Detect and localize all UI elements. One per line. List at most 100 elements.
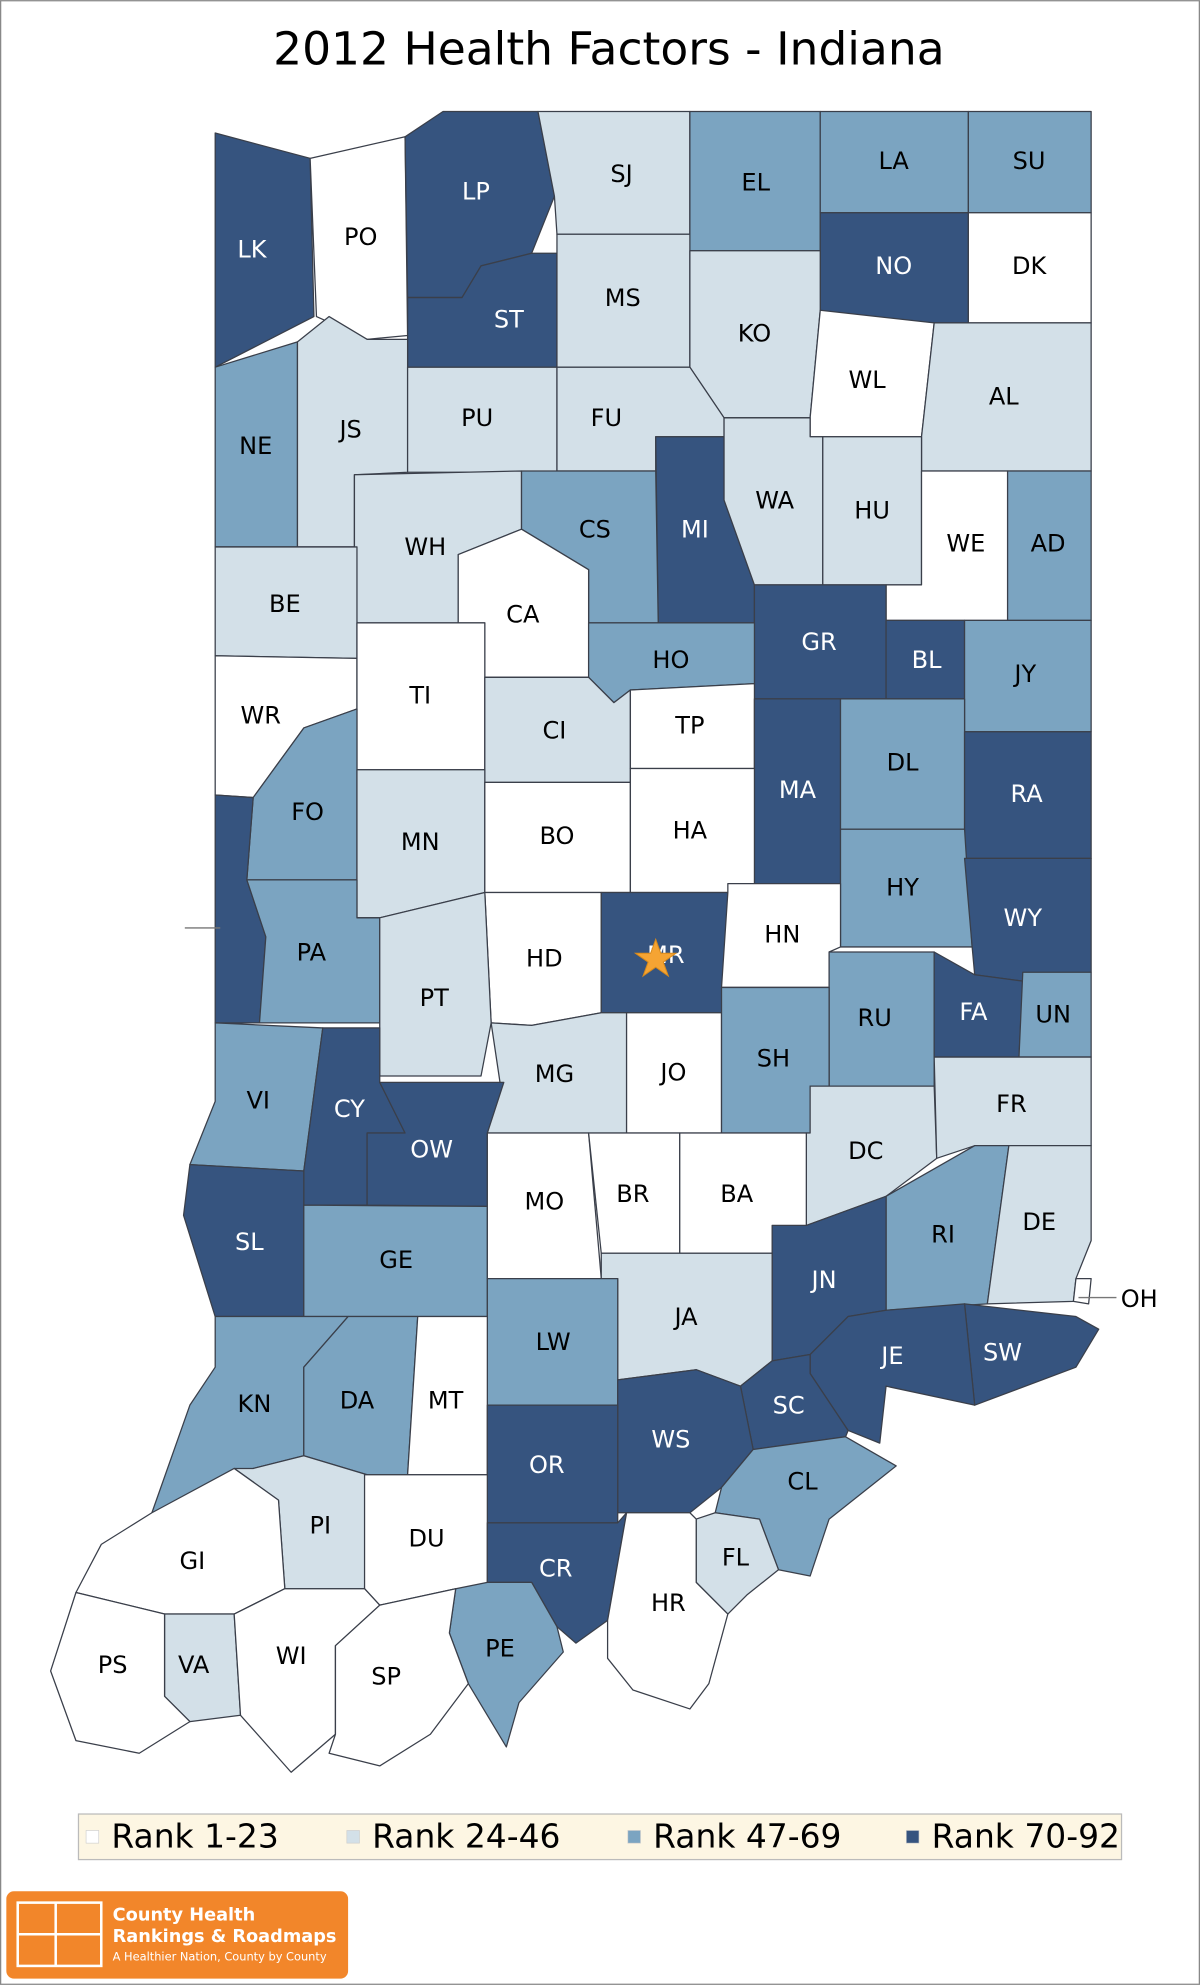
- logo-background: [6, 1891, 349, 1979]
- county-label: RI: [931, 1221, 955, 1249]
- county-label: KN: [238, 1390, 272, 1418]
- legend-swatch: [906, 1830, 920, 1844]
- county-label: PS: [98, 1651, 128, 1679]
- county-label: JS: [337, 415, 361, 443]
- county-label: CI: [542, 717, 566, 745]
- county-label: CR: [539, 1555, 573, 1583]
- county-label: AD: [1031, 529, 1066, 557]
- county-label: FO: [291, 798, 324, 826]
- county-label: VE: [146, 915, 178, 943]
- county: [606, 1512, 729, 1710]
- county-label: GE: [379, 1246, 413, 1274]
- county-label: SC: [773, 1391, 805, 1419]
- county-label: MO: [524, 1188, 564, 1216]
- county-label: SL: [235, 1228, 264, 1256]
- county-label: WH: [404, 533, 446, 561]
- legend-swatch: [627, 1830, 641, 1844]
- county-label: ST: [494, 305, 524, 333]
- county-layer: [50, 110, 1100, 1773]
- county-label: FU: [591, 404, 622, 432]
- logo-text: County Health: [113, 1905, 256, 1925]
- county-label: HD: [526, 945, 563, 973]
- county-label: VA: [178, 1651, 210, 1679]
- county-label: WI: [276, 1642, 307, 1670]
- county: [50, 1591, 191, 1754]
- county-label: MN: [401, 828, 440, 856]
- county-label: JO: [658, 1059, 686, 1087]
- county-label: JY: [1012, 660, 1036, 688]
- county-label: PO: [344, 223, 377, 251]
- county-label: HR: [651, 1589, 686, 1617]
- county-label: CA: [506, 600, 540, 628]
- county-label: LA: [878, 147, 909, 175]
- county-label: JA: [673, 1303, 699, 1331]
- county-label: EL: [741, 169, 770, 197]
- map-title: 2012 Health Factors - Indiana: [273, 22, 945, 75]
- county-label: UN: [1035, 1000, 1071, 1028]
- county-label: SU: [1013, 147, 1046, 175]
- county: [714, 1436, 897, 1577]
- county-label: RA: [1010, 780, 1043, 808]
- county-label: AL: [989, 383, 1019, 411]
- county: [328, 1588, 469, 1767]
- county-label: DE: [1022, 1208, 1056, 1236]
- legend-label: Rank 47-69: [653, 1817, 841, 1856]
- county-label: NE: [239, 432, 272, 460]
- county-label: BO: [539, 822, 574, 850]
- county: [214, 132, 315, 368]
- county-label: MA: [779, 776, 817, 804]
- legend-box: [77, 1813, 1123, 1861]
- county-label: MG: [535, 1060, 574, 1088]
- county-label: HN: [764, 921, 800, 949]
- county-label: WE: [946, 529, 985, 557]
- county-label: NO: [875, 252, 912, 280]
- county-label: BR: [616, 1180, 649, 1208]
- county-label: PA: [297, 938, 327, 966]
- county-label: WA: [755, 486, 794, 514]
- county-label: HA: [673, 817, 708, 845]
- county-label: JE: [879, 1342, 903, 1370]
- county-label: PE: [485, 1634, 515, 1662]
- label-layer: LK PO LP ST SJ EL LA SU NO DK MS KO WL AL NE JS PU FU MI WA…: [98, 147, 1158, 1690]
- county-label: RU: [858, 1004, 892, 1032]
- county-label: JN: [810, 1266, 837, 1294]
- county-label: WY: [1004, 904, 1043, 932]
- county-label: BE: [269, 590, 301, 618]
- county-label: OW: [410, 1136, 453, 1164]
- county-label: GR: [801, 628, 837, 656]
- county-label: HO: [652, 646, 689, 674]
- county-label: BA: [720, 1180, 753, 1208]
- county-label: LP: [462, 177, 490, 205]
- county-label: OR: [529, 1451, 565, 1479]
- county-label: SJ: [610, 160, 632, 188]
- county-label: HU: [854, 496, 890, 524]
- county-label: FR: [996, 1090, 1027, 1118]
- county-label: PI: [309, 1512, 331, 1540]
- logo: County Health Rankings & Roadmaps A Heal…: [6, 1891, 349, 1979]
- county-label: DU: [409, 1524, 445, 1552]
- legend: Rank 1-23 Rank 24-46 Rank 47-69 Rank 70-92: [85, 1817, 1120, 1856]
- legend-swatch: [85, 1830, 100, 1844]
- county-label: GI: [180, 1547, 206, 1575]
- county-label: SH: [757, 1045, 790, 1073]
- county-label: WL: [848, 366, 886, 394]
- county: [1072, 1277, 1092, 1305]
- county-label: FL: [722, 1543, 750, 1571]
- county-label: OH: [1121, 1285, 1158, 1313]
- county-label: HY: [886, 874, 919, 902]
- legend-label: Rank 24-46: [372, 1817, 560, 1856]
- legend-swatch: [346, 1830, 360, 1844]
- county-label: MT: [428, 1386, 464, 1414]
- county-label: MI: [681, 515, 709, 543]
- county-label: DA: [340, 1386, 375, 1414]
- county-label: DC: [848, 1137, 883, 1165]
- legend-label: Rank 1-23: [111, 1817, 278, 1856]
- logo-text: Rankings & Roadmaps: [113, 1927, 337, 1947]
- county-label: DK: [1012, 252, 1048, 280]
- county-label: MS: [605, 284, 641, 312]
- county-label: CS: [579, 515, 611, 543]
- county-label: PT: [420, 984, 450, 1012]
- county-label: BL: [912, 646, 942, 674]
